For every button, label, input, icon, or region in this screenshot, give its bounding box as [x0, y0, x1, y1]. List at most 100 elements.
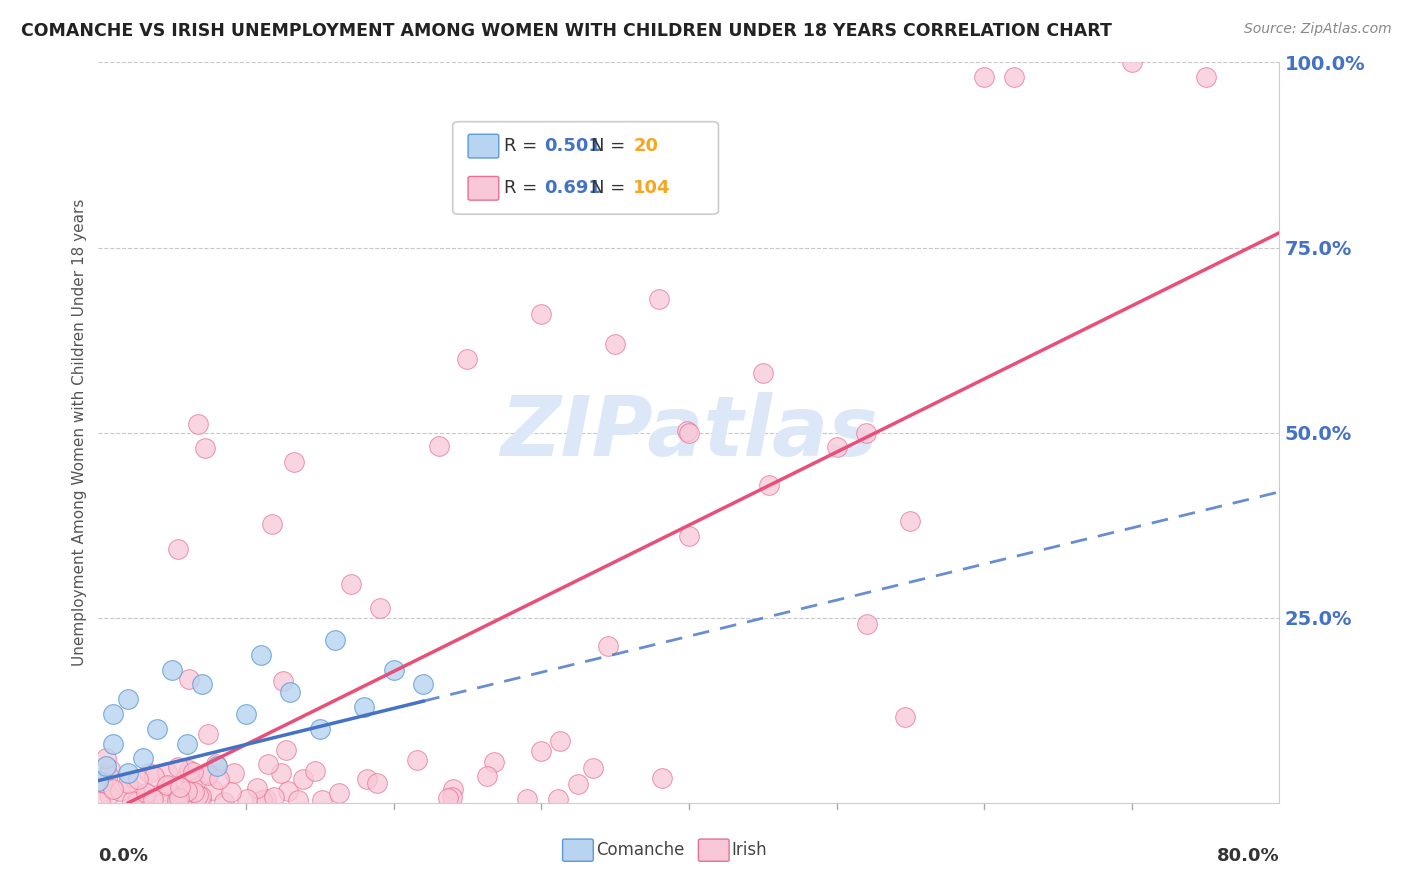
- Point: [855, 616, 877, 631]
- Point: [176, 784, 198, 798]
- Point: [257, 757, 280, 772]
- Point: [516, 792, 538, 806]
- Point: [179, 763, 201, 777]
- Point: [187, 417, 209, 432]
- Y-axis label: Unemployment Among Women with Children Under 18 years: Unemployment Among Women with Children U…: [72, 199, 87, 666]
- Point: [567, 777, 589, 791]
- FancyBboxPatch shape: [562, 839, 593, 862]
- Point: [197, 766, 219, 780]
- Point: [169, 780, 191, 794]
- Point: [166, 760, 188, 774]
- Point: [201, 783, 224, 797]
- Point: [366, 775, 388, 789]
- Point: [181, 765, 204, 780]
- Point: [134, 789, 156, 803]
- Point: [482, 756, 505, 770]
- Point: [190, 793, 212, 807]
- Point: [758, 478, 780, 492]
- Point: [219, 785, 242, 799]
- Point: [547, 792, 569, 806]
- Point: [311, 793, 333, 807]
- Point: [127, 772, 149, 787]
- Point: [675, 424, 697, 438]
- Text: N =: N =: [591, 137, 631, 155]
- Point: [1002, 70, 1025, 85]
- Point: [855, 425, 877, 440]
- Text: R =: R =: [503, 179, 543, 197]
- Point: [187, 788, 209, 802]
- Point: [143, 769, 166, 783]
- Point: [87, 773, 110, 788]
- Point: [260, 517, 283, 532]
- Text: ZIPatlas: ZIPatlas: [501, 392, 877, 473]
- Point: [894, 710, 917, 724]
- Text: 0.0%: 0.0%: [98, 847, 149, 865]
- Point: [156, 764, 179, 779]
- Point: [678, 529, 700, 543]
- Point: [222, 766, 245, 780]
- Point: [180, 776, 202, 790]
- Point: [254, 792, 277, 806]
- Point: [825, 441, 848, 455]
- Point: [183, 785, 205, 799]
- Point: [328, 786, 350, 800]
- Point: [427, 439, 450, 453]
- Point: [117, 776, 139, 790]
- Point: [152, 795, 174, 809]
- Point: [212, 795, 235, 809]
- Point: [205, 758, 228, 772]
- Text: 0.501: 0.501: [544, 137, 600, 155]
- FancyBboxPatch shape: [453, 121, 718, 214]
- Text: Irish: Irish: [731, 841, 768, 859]
- Point: [156, 779, 179, 793]
- Point: [98, 762, 121, 776]
- Point: [146, 722, 169, 736]
- Point: [204, 757, 226, 772]
- Point: [117, 766, 139, 780]
- Point: [548, 733, 571, 747]
- Point: [678, 425, 700, 440]
- Point: [651, 771, 673, 785]
- Point: [309, 722, 332, 736]
- Point: [235, 706, 257, 721]
- Point: [194, 441, 217, 455]
- Point: [405, 753, 427, 767]
- Point: [94, 758, 117, 772]
- Point: [103, 737, 125, 751]
- Point: [437, 791, 460, 805]
- Point: [155, 779, 177, 793]
- Point: [191, 677, 214, 691]
- Point: [412, 677, 434, 691]
- Point: [190, 789, 212, 804]
- Point: [605, 336, 627, 351]
- Text: N =: N =: [591, 179, 631, 197]
- Point: [179, 672, 201, 686]
- Point: [138, 766, 160, 780]
- Point: [356, 772, 378, 786]
- Point: [108, 784, 131, 798]
- Point: [1195, 70, 1218, 85]
- Point: [166, 793, 188, 807]
- Point: [236, 792, 259, 806]
- Point: [752, 367, 775, 381]
- Text: 0.691: 0.691: [544, 179, 600, 197]
- Point: [648, 293, 671, 307]
- Point: [162, 663, 183, 677]
- Point: [339, 576, 361, 591]
- Point: [98, 788, 121, 802]
- FancyBboxPatch shape: [468, 177, 499, 200]
- Point: [176, 768, 198, 782]
- Point: [91, 775, 114, 789]
- Point: [283, 455, 305, 469]
- Point: [208, 772, 231, 786]
- Point: [125, 795, 148, 809]
- Point: [157, 785, 180, 799]
- Text: 80.0%: 80.0%: [1216, 847, 1279, 865]
- Point: [250, 648, 273, 662]
- Point: [270, 766, 292, 780]
- Point: [89, 795, 111, 809]
- FancyBboxPatch shape: [468, 135, 499, 158]
- Text: Comanche: Comanche: [596, 841, 683, 859]
- Point: [176, 737, 198, 751]
- Point: [457, 351, 479, 366]
